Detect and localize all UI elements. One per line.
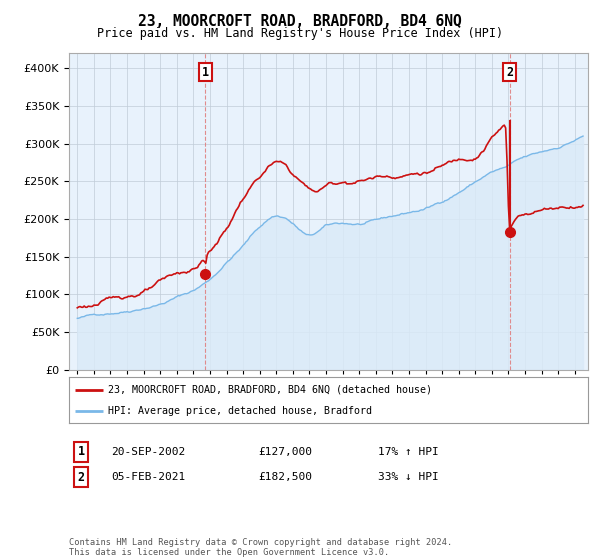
Text: Contains HM Land Registry data © Crown copyright and database right 2024.
This d: Contains HM Land Registry data © Crown c… [69,538,452,557]
Text: 20-SEP-2002: 20-SEP-2002 [111,447,185,457]
Text: £182,500: £182,500 [258,472,312,482]
Text: 05-FEB-2021: 05-FEB-2021 [111,472,185,482]
Text: 2: 2 [506,66,514,78]
Text: 23, MOORCROFT ROAD, BRADFORD, BD4 6NQ (detached house): 23, MOORCROFT ROAD, BRADFORD, BD4 6NQ (d… [108,385,432,395]
Text: 33% ↓ HPI: 33% ↓ HPI [378,472,439,482]
Text: 23, MOORCROFT ROAD, BRADFORD, BD4 6NQ: 23, MOORCROFT ROAD, BRADFORD, BD4 6NQ [138,14,462,29]
Text: Price paid vs. HM Land Registry's House Price Index (HPI): Price paid vs. HM Land Registry's House … [97,27,503,40]
Text: £127,000: £127,000 [258,447,312,457]
Text: 2: 2 [77,470,85,484]
Text: 17% ↑ HPI: 17% ↑ HPI [378,447,439,457]
Text: 1: 1 [77,445,85,459]
Text: 1: 1 [202,66,209,78]
Text: HPI: Average price, detached house, Bradford: HPI: Average price, detached house, Brad… [108,407,372,416]
